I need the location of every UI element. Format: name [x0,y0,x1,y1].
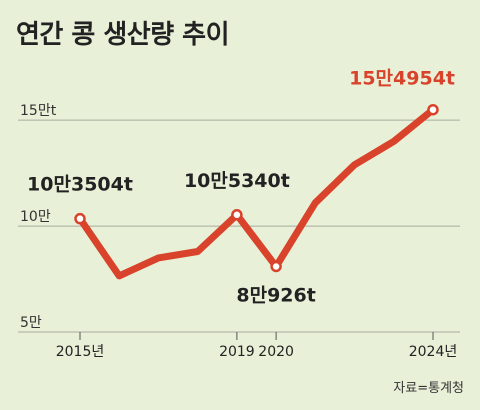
data-point-marker [427,103,439,116]
data-label: 10만5340t [184,170,290,192]
data-point-marker [270,260,282,273]
x-tick-label: 2015년 [56,344,105,360]
x-tick-label: 2020 [258,344,294,360]
x-tick-label: 2019 [219,344,255,360]
data-point-marker [74,212,86,225]
data-label: 8만926t [236,284,315,306]
source-note: 자료=통계청 [393,381,464,396]
y-tick-label: 5만 [20,315,42,331]
series-line [76,106,437,280]
data-label: 10만3504t [27,174,133,196]
y-tick-label: 10만 [20,209,51,225]
y-tick-label: 15만t [20,103,57,119]
data-point-marker [231,209,243,221]
x-tick-label: 2024년 [409,344,458,360]
data-label: 15만4954t [349,68,455,90]
chart-title: 연간 콩 생산량 추이 [16,20,230,50]
